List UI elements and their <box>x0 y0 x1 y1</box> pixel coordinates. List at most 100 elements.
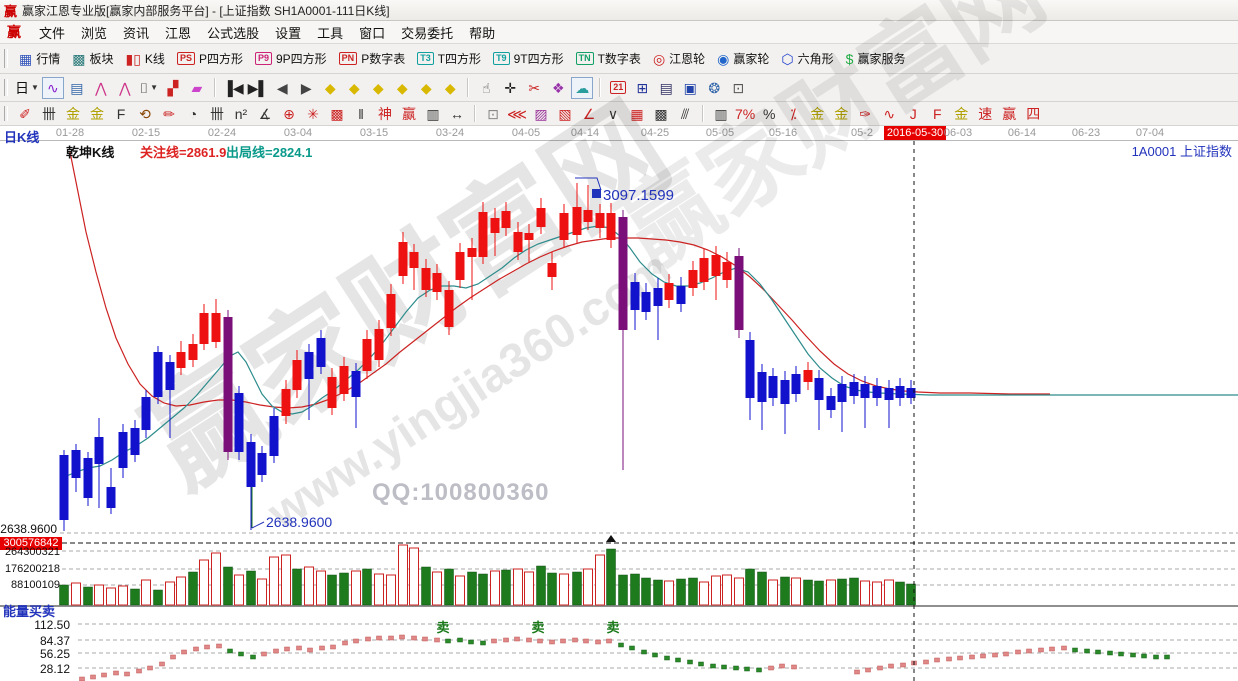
pct-icon[interactable]: % <box>758 103 780 125</box>
si-angle-icon[interactable]: 四 <box>1022 103 1044 125</box>
diamond-expand-button[interactable]: ◆ <box>367 77 389 99</box>
frame-tool-icon[interactable]: ⊡ <box>482 103 504 125</box>
column-chart-icon[interactable]: ▥ <box>710 103 732 125</box>
volume-bar <box>71 582 81 606</box>
diamond-left-button[interactable]: ◆ <box>319 77 341 99</box>
color-bars-icon[interactable]: ▰ <box>186 77 208 99</box>
winner-wheel-button[interactable]: ◉ 赢家轮 <box>711 48 775 69</box>
toolbar-grip[interactable] <box>4 49 8 68</box>
diamond-cross-button[interactable]: ◆ <box>439 77 461 99</box>
hatch-square-icon[interactable]: ▨ <box>530 103 552 125</box>
nav-prev-button[interactable]: ◀ <box>271 77 293 99</box>
calculator-icon[interactable]: ⊞ <box>631 77 653 99</box>
angle-tool-icon[interactable]: ∡ <box>254 103 276 125</box>
menu-item-工具[interactable]: 工具 <box>317 25 344 41</box>
comb2-icon[interactable]: 卌 <box>206 103 228 125</box>
save-icon[interactable]: ▣ <box>679 77 701 99</box>
grid-icon[interactable]: ▦ <box>626 103 648 125</box>
calendar-icon[interactable]: 21 <box>607 77 629 99</box>
ying-comb-icon[interactable]: 赢 <box>398 103 420 125</box>
f-angle-icon[interactable]: F <box>926 103 948 125</box>
n-squared-icon[interactable]: n² <box>230 103 252 125</box>
hand-tool-icon[interactable]: ☝ <box>475 77 497 99</box>
menu-item-设置[interactable]: 设置 <box>275 25 302 41</box>
gann-wheel-button[interactable]: ◎ 江恩轮 <box>647 48 711 69</box>
sectors-button[interactable]: ▩ 板块 <box>66 48 119 69</box>
brain-icon[interactable]: ☁ <box>571 76 594 99</box>
remote-assist-icon[interactable]: ⊡ <box>727 77 749 99</box>
ying-angle-icon[interactable]: 赢 <box>998 103 1020 125</box>
gold-line-icon[interactable]: 金 <box>830 103 852 125</box>
pct-line-icon[interactable]: ⁒ <box>782 103 804 125</box>
nav-next-button[interactable]: ▶ <box>295 77 317 99</box>
menu-item-帮助[interactable]: 帮助 <box>469 25 496 41</box>
t-number-table-button[interactable]: TN T数字表 <box>570 48 647 69</box>
knife-icon[interactable]: ✏ <box>158 103 180 125</box>
kline-button[interactable]: ▮▯ K线 <box>120 48 171 69</box>
j-angle-icon[interactable]: J <box>902 103 924 125</box>
menu-item-窗口[interactable]: 窗口 <box>359 25 386 41</box>
nav-first-button[interactable]: ▐◀ <box>222 77 245 99</box>
hexagon-button[interactable]: ⬡ 六角形 <box>775 48 839 69</box>
toolbar-grip[interactable] <box>4 78 8 97</box>
nav-last-button[interactable]: ▶▌ <box>247 77 270 99</box>
winner-service-button[interactable]: $ 赢家服务 <box>840 48 912 69</box>
notes-icon[interactable]: ▤ <box>655 77 677 99</box>
web-square-icon[interactable]: ▩ <box>326 103 348 125</box>
ma3-chart-icon[interactable]: ⋀ <box>90 77 112 99</box>
period-day-dropdown[interactable]: 日 ▼ <box>14 77 40 99</box>
ma9-chart-icon[interactable]: ⋀ <box>114 77 136 99</box>
menu-item-文件[interactable]: 文件 <box>39 25 66 41</box>
hatch-square2-icon[interactable]: ▧ <box>554 103 576 125</box>
9p-square-button[interactable]: P9 9P四方形 <box>249 48 333 69</box>
spiral-icon[interactable]: ⟲ <box>134 103 156 125</box>
toolbar-grip[interactable] <box>4 106 8 121</box>
diamond-right-button[interactable]: ◆ <box>343 77 365 99</box>
t-square-button[interactable]: T3 T四方形 <box>411 48 487 69</box>
gold-circle-icon[interactable]: 金 <box>806 103 828 125</box>
puzzle-icon[interactable]: ❖ <box>547 77 569 99</box>
web-target-icon[interactable]: ✳ <box>302 103 324 125</box>
gann-comb-icon[interactable]: 卌 <box>38 103 60 125</box>
gold-comb-icon[interactable]: 金 <box>62 103 84 125</box>
diamond-star-button[interactable]: ◆ <box>391 77 413 99</box>
market-quotes-button[interactable]: ▦ 行情 <box>13 48 66 69</box>
check-lines-icon[interactable]: ∨ <box>602 103 624 125</box>
compass-circle-icon[interactable]: ⊕ <box>278 103 300 125</box>
clock-circle-icon[interactable]: ◔ <box>182 103 204 125</box>
menu-item-资讯[interactable]: 资讯 <box>123 25 150 41</box>
gold-angle-icon[interactable]: 金 <box>950 103 972 125</box>
menu-item-江恩[interactable]: 江恩 <box>165 25 192 41</box>
su-angle-icon[interactable]: 速 <box>974 103 996 125</box>
ruler-123-icon[interactable]: ▥ <box>422 103 444 125</box>
p-square-button[interactable]: PS P四方形 <box>171 48 249 69</box>
web-share-icon[interactable]: ❂ <box>703 77 725 99</box>
zigzag-chart-icon[interactable]: ∿ <box>41 76 64 99</box>
slant-lines-icon[interactable]: ⫻ <box>674 103 696 125</box>
diamond-burst-button[interactable]: ◆ <box>415 77 437 99</box>
grid-filled-icon[interactable]: ▩ <box>650 103 672 125</box>
9t-square-button[interactable]: T9 9T四方形 <box>487 48 570 69</box>
date-tick: 05-16 <box>768 127 798 139</box>
quote-bars-icon[interactable]: ‖ <box>350 103 372 125</box>
f10-info-icon[interactable]: ▤ <box>66 77 88 99</box>
p-number-table-button[interactable]: PN P数字表 <box>333 48 412 69</box>
candle-pen-icon[interactable]: ✑ <box>854 103 876 125</box>
h-arrows-icon[interactable]: ↔ <box>446 103 468 125</box>
menu-item-交易委托[interactable]: 交易委托 <box>401 25 454 41</box>
cut-tool-icon[interactable]: ✂ <box>523 77 545 99</box>
shen-comb-icon[interactable]: 神 <box>374 103 396 125</box>
candle-style-dropdown[interactable]: ⌷ ▼ <box>138 77 160 99</box>
gold-comb2-icon[interactable]: 金 <box>86 103 108 125</box>
f-comb-icon[interactable]: F <box>110 103 132 125</box>
fan-lines-icon[interactable]: ⋘ <box>506 103 528 125</box>
seven-pct-icon[interactable]: 7% <box>734 103 756 125</box>
wave-a-icon[interactable]: ∿ <box>878 103 900 125</box>
draw-pen-icon[interactable]: ✐ <box>14 103 36 125</box>
pattern-icon[interactable]: ▞ <box>162 77 184 99</box>
menu-item-浏览[interactable]: 浏览 <box>81 25 108 41</box>
crosshair-tool-icon[interactable]: ✛ <box>499 77 521 99</box>
volume-scale-label: 88100109 <box>11 579 60 591</box>
menu-item-公式选股[interactable]: 公式选股 <box>207 25 260 41</box>
angle-lines-icon[interactable]: ∠ <box>578 103 600 125</box>
